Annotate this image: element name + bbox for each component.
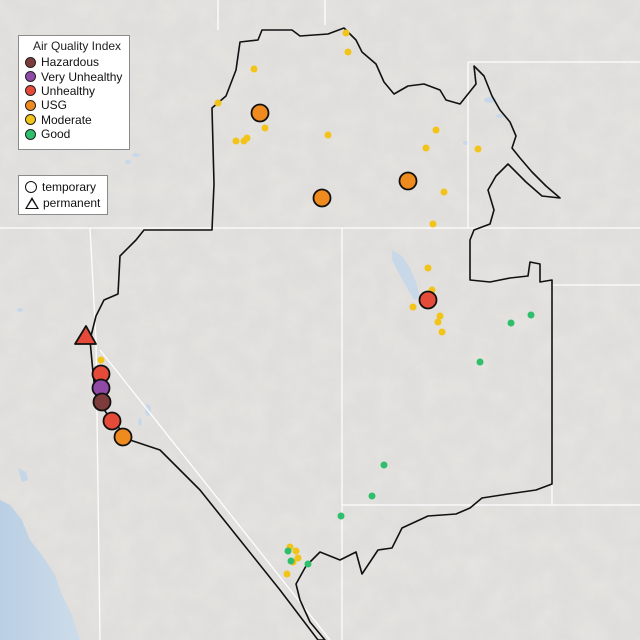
legend-item-very-unhealthy: Very Unhealthy bbox=[25, 69, 123, 84]
legend-item-usg: USG bbox=[25, 98, 123, 112]
bay-water bbox=[18, 468, 28, 482]
legend-label: permanent bbox=[43, 196, 101, 210]
legend-item-good: Good bbox=[25, 127, 123, 141]
pacific-ocean bbox=[0, 500, 80, 640]
monitor-moderate[interactable] bbox=[429, 220, 437, 228]
triangle-icon bbox=[25, 197, 39, 209]
monitor-moderate[interactable] bbox=[422, 144, 430, 152]
moderate-swatch bbox=[25, 114, 36, 126]
legend-title: Air Quality Index bbox=[33, 39, 122, 53]
monitor-good[interactable] bbox=[476, 358, 484, 366]
monitor-usg-temporary[interactable] bbox=[312, 188, 332, 208]
monitor-good[interactable] bbox=[380, 461, 388, 469]
monitor-good[interactable] bbox=[337, 512, 345, 520]
monitor-unhealthy-temporary[interactable] bbox=[418, 290, 438, 310]
legend-label: Good bbox=[41, 127, 71, 142]
legend-item-unhealthy: Unhealthy bbox=[25, 84, 123, 98]
small-monitors[interactable] bbox=[97, 29, 535, 578]
legend-label: Unhealthy bbox=[41, 83, 96, 98]
circle-icon bbox=[25, 181, 37, 193]
legend-label: Very Unhealthy bbox=[41, 69, 123, 84]
monitor-moderate[interactable] bbox=[424, 264, 432, 272]
monitor-good[interactable] bbox=[527, 311, 535, 319]
monitor-moderate[interactable] bbox=[97, 356, 105, 364]
monitor-good[interactable] bbox=[368, 492, 376, 500]
monitor-moderate[interactable] bbox=[440, 188, 448, 196]
monitor-moderate[interactable] bbox=[232, 137, 240, 145]
monitor-moderate[interactable] bbox=[292, 547, 300, 555]
monitor-moderate[interactable] bbox=[344, 48, 352, 56]
monitor-moderate[interactable] bbox=[438, 328, 446, 336]
monitor-usg-temporary[interactable] bbox=[113, 427, 133, 447]
monitor-moderate[interactable] bbox=[250, 65, 258, 73]
monitor-moderate[interactable] bbox=[324, 131, 332, 139]
monitor-moderate[interactable] bbox=[436, 312, 444, 320]
monitor-moderate[interactable] bbox=[409, 303, 417, 311]
very-unhealthy-swatch bbox=[25, 71, 36, 83]
monitor-moderate[interactable] bbox=[214, 99, 222, 107]
monitor-usg-temporary[interactable] bbox=[250, 103, 270, 123]
monitor-unhealthy-permanent[interactable] bbox=[74, 325, 97, 345]
hazardous-swatch bbox=[25, 56, 36, 68]
monitor-hazardous-temporary[interactable] bbox=[92, 392, 112, 412]
monitor-type-legend: temporary permanent bbox=[18, 175, 108, 215]
monitor-usg-temporary[interactable] bbox=[398, 171, 418, 191]
temporary-monitors[interactable] bbox=[91, 103, 438, 447]
monitor-good[interactable] bbox=[304, 560, 312, 568]
monitor-moderate[interactable] bbox=[261, 124, 269, 132]
legend-label: Hazardous bbox=[41, 55, 100, 70]
legend-item-permanent: permanent bbox=[25, 195, 101, 211]
monitor-moderate[interactable] bbox=[434, 318, 442, 326]
monitor-moderate[interactable] bbox=[294, 554, 302, 562]
monitor-good[interactable] bbox=[507, 319, 515, 327]
legend-item-moderate: Moderate bbox=[25, 113, 123, 127]
monitor-moderate[interactable] bbox=[240, 137, 248, 145]
legend-label: USG bbox=[41, 98, 68, 113]
monitor-moderate[interactable] bbox=[283, 570, 291, 578]
usg-swatch bbox=[25, 99, 36, 111]
legend-label: Moderate bbox=[41, 112, 92, 127]
monitor-moderate[interactable] bbox=[432, 126, 440, 134]
monitor-good[interactable] bbox=[284, 547, 292, 555]
monitor-moderate[interactable] bbox=[474, 145, 482, 153]
legend-item-hazardous: Hazardous bbox=[25, 55, 123, 69]
aqi-legend: Air Quality Index Hazardous Very Unhealt… bbox=[18, 35, 130, 150]
monitor-unhealthy-temporary[interactable] bbox=[102, 411, 122, 431]
unhealthy-swatch bbox=[25, 85, 36, 97]
legend-label: temporary bbox=[42, 180, 97, 194]
monitor-good[interactable] bbox=[287, 557, 295, 565]
monitor-moderate[interactable] bbox=[342, 29, 350, 37]
legend-item-temporary: temporary bbox=[25, 179, 101, 195]
good-swatch bbox=[25, 128, 36, 140]
